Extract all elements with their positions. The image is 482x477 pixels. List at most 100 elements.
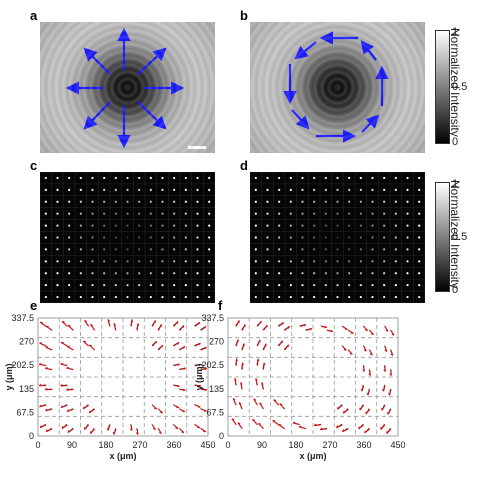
spot <box>173 201 175 203</box>
spot <box>278 296 280 298</box>
y-tick-label: 202.5 <box>201 360 224 370</box>
spot <box>290 260 292 262</box>
spot <box>290 224 292 226</box>
spot <box>290 236 292 238</box>
spot <box>68 236 70 238</box>
spot <box>45 272 47 274</box>
spot <box>91 236 93 238</box>
panel-label-d: d <box>240 158 248 173</box>
x-tick-label: 90 <box>67 440 77 450</box>
polarization-vector <box>62 321 67 326</box>
spot <box>91 284 93 286</box>
spot <box>80 296 82 298</box>
spot <box>56 189 58 191</box>
spot <box>173 213 175 215</box>
spot <box>395 189 397 191</box>
spot <box>80 189 82 191</box>
spot <box>301 224 303 226</box>
spot <box>196 201 198 203</box>
polarization-vector <box>252 419 257 424</box>
spot <box>91 296 93 298</box>
spot <box>266 248 268 250</box>
spot <box>371 272 373 274</box>
spot <box>266 284 268 286</box>
x-tick-label: 180 <box>288 440 303 450</box>
y-tick-label: 337.5 <box>201 313 224 323</box>
y-tick-label: 67.5 <box>206 407 224 417</box>
x-axis-title: x (μm) <box>299 451 326 461</box>
spot <box>56 284 58 286</box>
spot <box>185 248 187 250</box>
spot <box>103 189 105 191</box>
spot <box>91 260 93 262</box>
spot <box>336 213 338 215</box>
spot <box>196 224 198 226</box>
spot <box>290 284 292 286</box>
spot <box>371 177 373 179</box>
spot <box>208 201 210 203</box>
spot <box>418 177 420 179</box>
polarization-vector <box>40 343 47 346</box>
spot <box>383 284 385 286</box>
spot <box>290 189 292 191</box>
spot <box>395 201 397 203</box>
spot <box>126 284 128 286</box>
spot <box>56 272 58 274</box>
colorbar-top-title: Normalized Intensity <box>448 28 462 137</box>
spot <box>208 272 210 274</box>
spot <box>68 201 70 203</box>
spot <box>56 177 58 179</box>
spot <box>278 201 280 203</box>
spot <box>348 260 350 262</box>
spot <box>126 189 128 191</box>
polarization-vector <box>366 409 370 414</box>
spot <box>150 272 152 274</box>
spot <box>68 224 70 226</box>
polarization-vector <box>280 404 285 409</box>
spot <box>290 177 292 179</box>
spot <box>266 224 268 226</box>
spot <box>406 177 408 179</box>
spot <box>115 272 117 274</box>
spot <box>290 296 292 298</box>
spot <box>45 260 47 262</box>
spot <box>196 284 198 286</box>
polarization-vector <box>46 326 52 330</box>
spot <box>301 248 303 250</box>
spot <box>278 177 280 179</box>
spot <box>255 296 257 298</box>
spot <box>161 201 163 203</box>
spot <box>336 284 338 286</box>
spot <box>418 213 420 215</box>
spot <box>278 260 280 262</box>
spot <box>161 248 163 250</box>
spot <box>278 213 280 215</box>
spot <box>208 296 210 298</box>
spot <box>313 213 315 215</box>
spot <box>103 260 105 262</box>
spot <box>80 248 82 250</box>
spot <box>150 189 152 191</box>
spot <box>115 236 117 238</box>
radial-arrows <box>40 22 215 153</box>
spot <box>336 189 338 191</box>
spot <box>360 224 362 226</box>
spot <box>173 189 175 191</box>
spot <box>173 284 175 286</box>
spot <box>371 224 373 226</box>
polarization-vector <box>89 345 94 350</box>
spot <box>348 177 350 179</box>
y-tick-label: 270 <box>19 337 34 347</box>
spot <box>325 189 327 191</box>
spot <box>371 248 373 250</box>
spot <box>325 284 327 286</box>
y-tick-label: 202.5 <box>11 360 34 370</box>
spot <box>383 236 385 238</box>
spot <box>185 177 187 179</box>
spot <box>371 260 373 262</box>
spot <box>360 248 362 250</box>
spot <box>196 248 198 250</box>
panel-label-c: c <box>30 158 37 173</box>
spot <box>45 296 47 298</box>
spot <box>150 260 152 262</box>
